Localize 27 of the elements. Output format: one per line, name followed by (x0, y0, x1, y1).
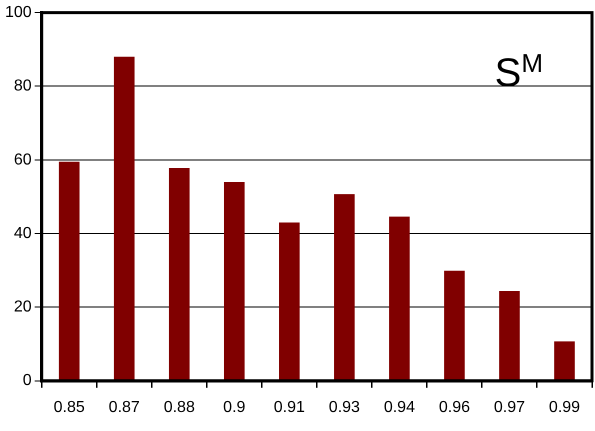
y-tick-label: 80 (14, 78, 32, 95)
bar (58, 162, 80, 380)
x-tick-label: 0.91 (274, 398, 306, 416)
x-tick-label: 0.93 (328, 398, 360, 416)
bar (168, 168, 190, 380)
x-tick-label: 0.9 (223, 398, 246, 416)
bar (499, 290, 520, 380)
x-tick-label: 0.87 (108, 398, 140, 416)
bar (224, 182, 245, 380)
bar (554, 341, 575, 380)
bar (334, 194, 355, 380)
bar (389, 216, 410, 380)
y-tick-label: 20 (14, 298, 32, 316)
x-tick-label: 0.85 (54, 398, 85, 416)
y-tick-label: 40 (14, 224, 32, 242)
x-tick-label: 0.96 (438, 398, 470, 416)
x-tick-label: 0.94 (384, 398, 416, 416)
y-tick-label: 60 (14, 151, 32, 168)
x-tick-label: 0.99 (548, 398, 580, 416)
bar (279, 222, 300, 380)
bar (444, 270, 465, 380)
y-tick-label: 0 (22, 372, 32, 390)
y-tick-label: 100 (4, 4, 32, 22)
x-tick-label: 0.97 (494, 398, 526, 416)
bar (114, 56, 135, 380)
x-tick-label: 0.88 (164, 398, 195, 416)
annotation: S$^{M}$ (494, 48, 543, 96)
